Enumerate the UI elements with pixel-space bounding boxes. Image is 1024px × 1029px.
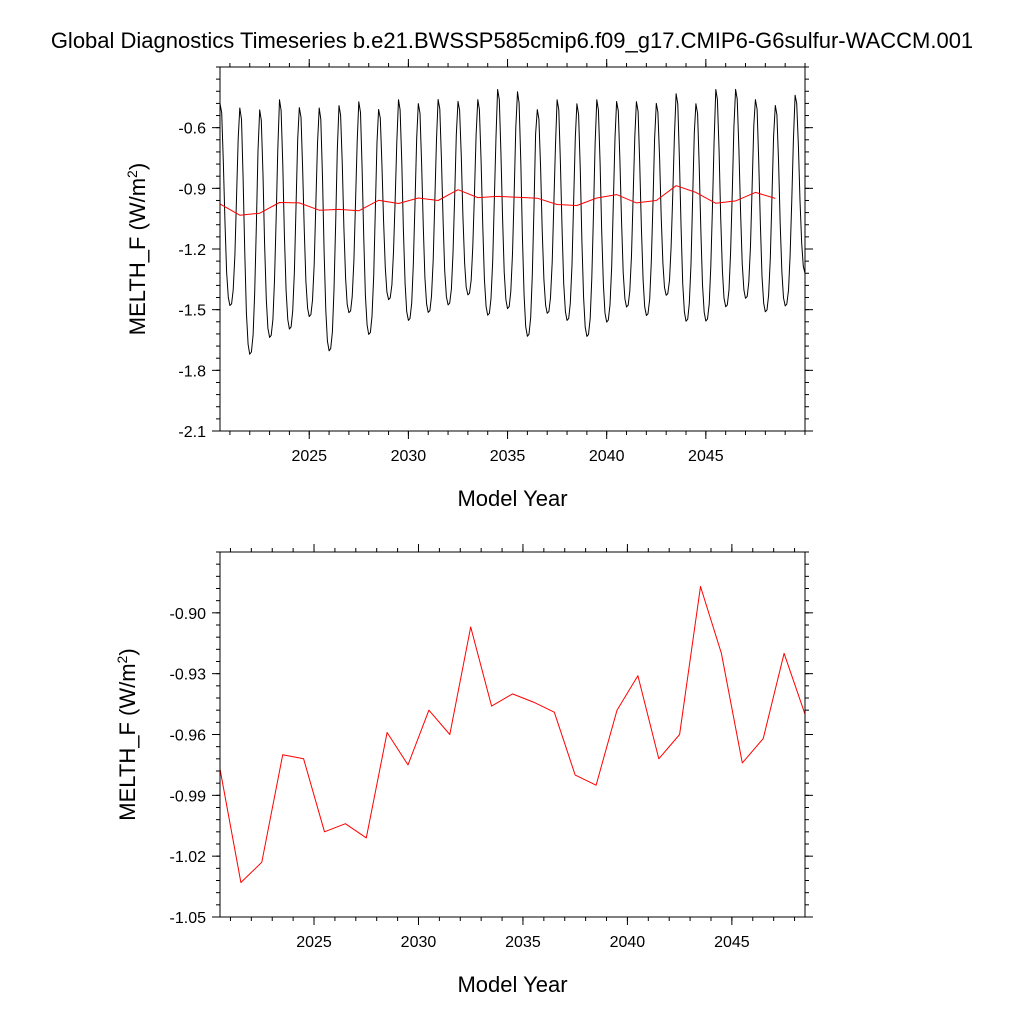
y-tick-label: -1.02 [170,849,207,866]
y-tick-label: -0.93 [170,667,207,684]
y-tick-label: -0.6 [178,121,206,138]
x-tick-label: 2035 [490,448,526,465]
x-axis-title: Model Year [457,486,567,511]
y-tick-label: -0.90 [170,606,207,623]
series-line-2 [219,185,776,216]
x-tick-label: 2035 [505,934,541,951]
chart-panel-1: -2.1 -1.8 -1.5 -1.2 -0.9 -0.6 2025 2030 2035 2040… [124,59,813,511]
x-axis-title: Model Year [457,972,567,997]
y-axis-title-close: ) [115,648,140,655]
x-tick-label: 2040 [589,448,625,465]
x-tick-label: 2045 [714,934,750,951]
y-tick-label: -0.9 [178,181,206,198]
plot-frame [219,551,806,918]
y-tick-label: -1.05 [170,910,207,927]
page-title: Global Diagnostics Timeseries b.e21.BWSS… [50,28,974,53]
y-tick-label: -1.5 [178,303,206,320]
x-tick-label: 2025 [296,934,332,951]
y-tick-label: -0.99 [170,788,207,805]
y-axis-title: MELTH_F (W/m2) [124,163,150,335]
y-axis-title-main: MELTH_F (W/m [115,663,140,820]
x-tick-label: 2040 [610,934,646,951]
y-axis-title-superscript: 2 [114,655,130,663]
y-tick-label: -2.1 [178,424,206,441]
x-tick-label: 2030 [401,934,437,951]
chart-panel-2: -1.05 -1.02 -0.99 -0.96 -0.93 -0.90 2025 2030 20… [114,544,813,997]
x-tick-label: 2025 [291,448,327,465]
y-axis-title-main: MELTH_F (W/m [125,178,150,335]
series-line-1 [219,88,806,355]
y-tick-label: -0.96 [170,728,207,745]
x-tick-label: 2030 [391,448,427,465]
y-axis-title: MELTH_F (W/m2) [114,648,140,820]
x-tick-label: 2045 [688,448,724,465]
y-tick-label: -1.8 [178,363,206,380]
y-tick-label: -1.2 [178,242,206,259]
y-axis-title-superscript: 2 [124,170,140,178]
y-axis-title-close: ) [125,163,150,170]
series-line-1 [219,586,806,883]
